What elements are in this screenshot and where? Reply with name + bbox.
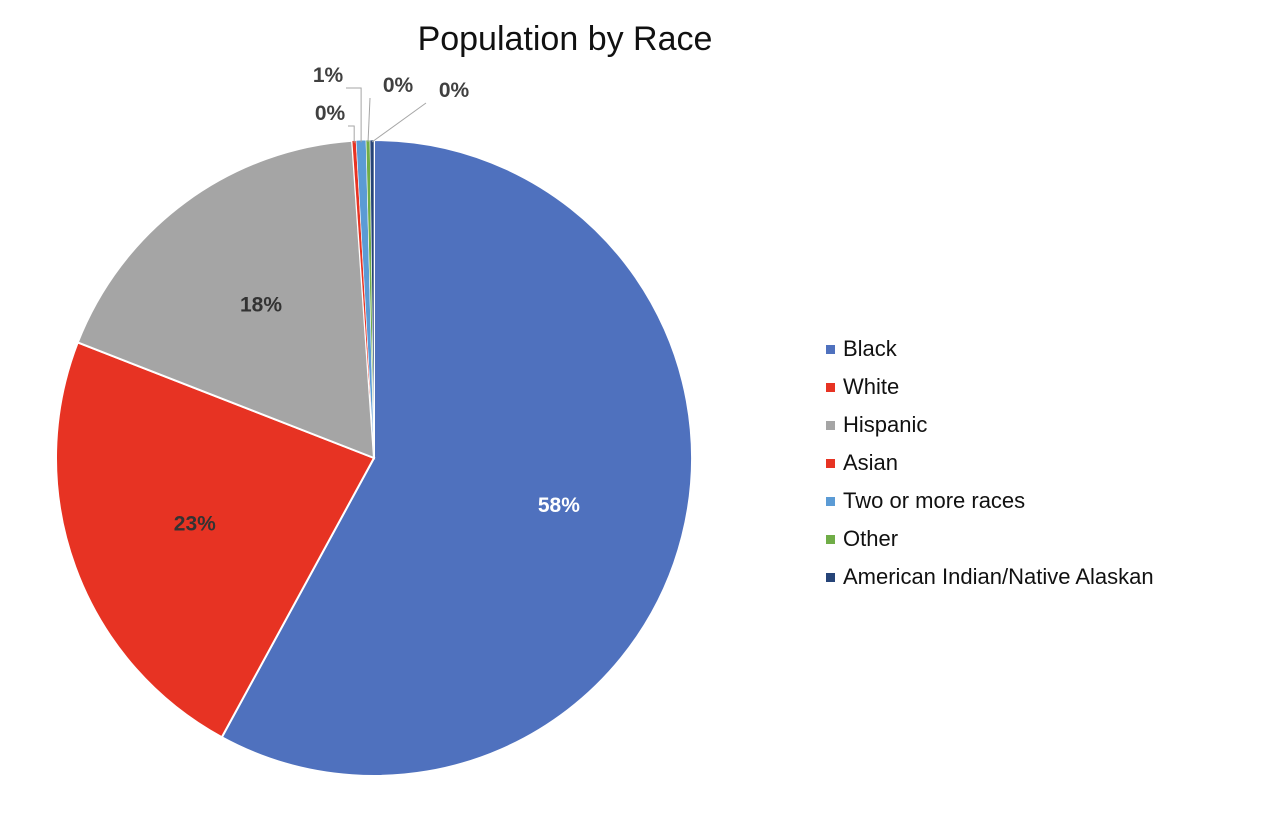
legend-item-white: White bbox=[826, 368, 1154, 406]
legend-label: Two or more races bbox=[843, 488, 1026, 513]
legend-item-two-or-more-races: Two or more races bbox=[826, 482, 1154, 520]
legend-swatch bbox=[826, 382, 835, 392]
legend-item-hispanic: Hispanic bbox=[826, 406, 1154, 444]
legend-item-black: Black bbox=[826, 330, 1154, 368]
legend-swatch bbox=[826, 344, 835, 354]
data-label-american-indian-native-alaskan: 0% bbox=[439, 79, 470, 102]
legend-label: Black bbox=[843, 336, 897, 361]
legend: Black White Hispanic Asian Two or more races… bbox=[826, 330, 1154, 596]
data-label-other: 0% bbox=[383, 74, 414, 97]
legend-swatch bbox=[826, 572, 835, 582]
pie-slices bbox=[55, 138, 693, 777]
legend-swatch bbox=[826, 496, 835, 506]
legend-item-asian: Asian bbox=[826, 444, 1154, 482]
leader-line-asian bbox=[348, 125, 355, 143]
leader-lines bbox=[346, 87, 427, 143]
legend-label: White bbox=[843, 374, 900, 399]
legend-swatch bbox=[826, 420, 835, 430]
chart-title: Population by Race bbox=[417, 20, 713, 58]
slice-hispanic bbox=[76, 139, 376, 460]
slice-white bbox=[55, 341, 376, 739]
slice-black bbox=[220, 138, 693, 777]
data-label-black: 58% bbox=[538, 494, 580, 517]
legend-label: Other bbox=[843, 526, 899, 551]
data-labels: 58% 23% 18% 0% 1% 0% 0% bbox=[174, 64, 580, 535]
legend-swatch bbox=[826, 534, 835, 544]
data-label-asian: 0% bbox=[315, 102, 346, 125]
data-label-hispanic: 18% bbox=[240, 293, 282, 316]
data-label-white: 23% bbox=[174, 512, 216, 535]
legend-label: American Indian/Native Alaskan bbox=[843, 564, 1154, 589]
legend-swatch bbox=[826, 458, 835, 468]
legend-item-american-indian-native-alaskan: American Indian/Native Alaskan bbox=[826, 558, 1154, 596]
legend-label: Asian bbox=[843, 450, 899, 475]
data-label-two-or-more-races: 1% bbox=[313, 64, 344, 87]
leader-line-two-or-more-races bbox=[346, 87, 362, 143]
leader-line-other bbox=[367, 97, 371, 143]
leader-line-american-indian-native-alaskan bbox=[371, 102, 427, 143]
legend-label: Hispanic bbox=[843, 412, 928, 437]
legend-item-other: Other bbox=[826, 520, 1154, 558]
